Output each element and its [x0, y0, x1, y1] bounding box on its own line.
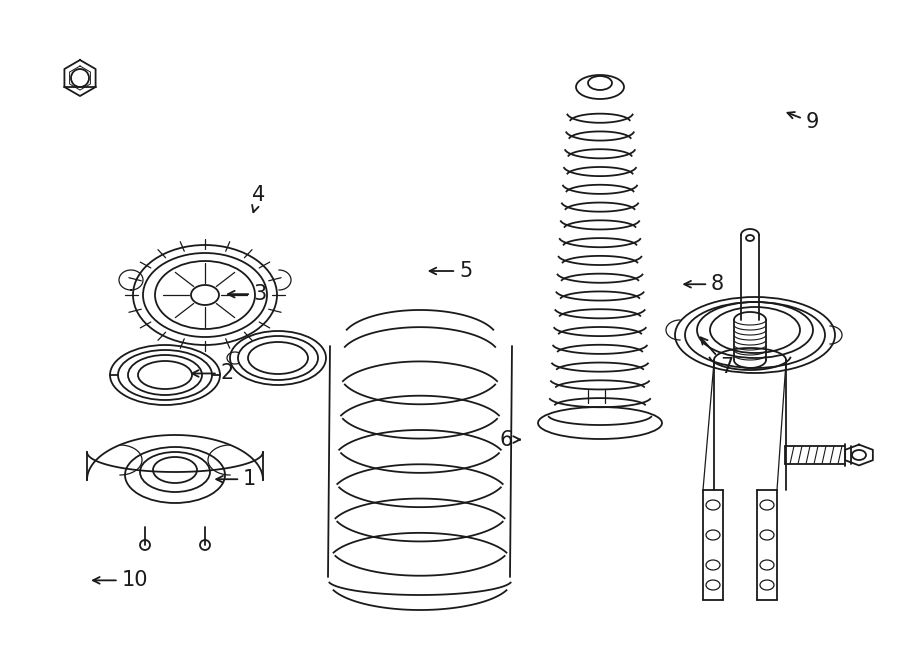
Text: 8: 8 [684, 274, 724, 294]
Text: 3: 3 [228, 284, 267, 304]
Text: 1: 1 [216, 469, 256, 489]
Text: 4: 4 [252, 185, 266, 212]
Text: 6: 6 [500, 430, 520, 449]
Text: 7: 7 [701, 337, 734, 377]
Text: 9: 9 [788, 112, 819, 132]
Text: 10: 10 [93, 570, 148, 590]
Text: 5: 5 [429, 261, 472, 281]
Text: 2: 2 [192, 364, 234, 383]
